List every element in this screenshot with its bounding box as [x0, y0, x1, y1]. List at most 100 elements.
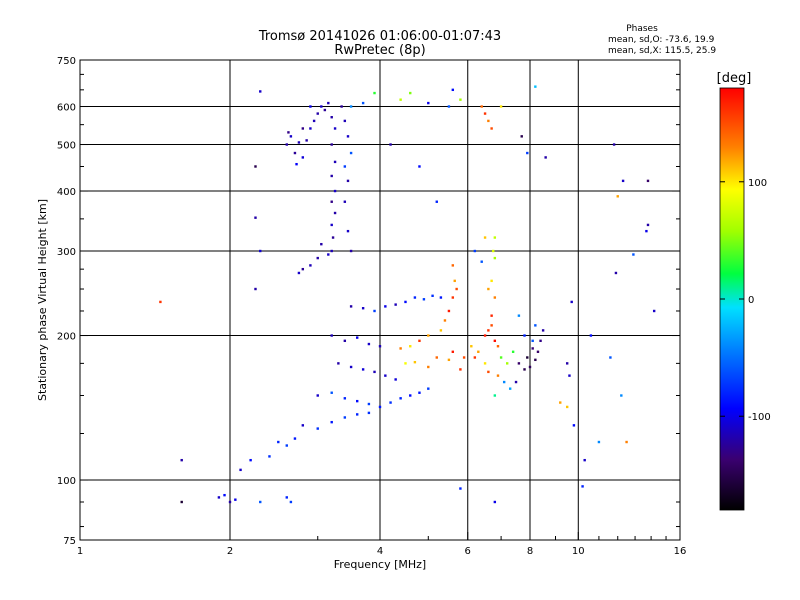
data-point [309, 105, 312, 108]
data-point [343, 119, 347, 123]
data-point [455, 287, 458, 291]
y-axis-label: Stationary phase Virtual Height [km] [36, 199, 49, 401]
data-point [389, 143, 392, 146]
data-point [490, 279, 493, 283]
data-point [480, 260, 483, 263]
data-point [493, 256, 497, 260]
data-point [534, 358, 537, 362]
data-point [394, 303, 397, 306]
data-point [431, 294, 434, 297]
data-point [287, 131, 290, 134]
data-point [614, 271, 618, 275]
data-point [451, 264, 455, 267]
y-tick-label: 600 [57, 103, 76, 114]
data-point [330, 391, 333, 394]
x-tick-label: 10 [572, 546, 585, 557]
data-point [514, 380, 518, 384]
phase-stats-x: mean, sd,X: 115.5, 25.9 [608, 46, 716, 56]
data-point [254, 165, 257, 168]
data-point [499, 105, 503, 108]
y-tick-label: 200 [57, 332, 76, 343]
data-point [367, 402, 371, 406]
data-point [309, 264, 312, 267]
data-point [320, 242, 323, 246]
data-point [531, 339, 534, 343]
data-point [409, 91, 412, 95]
data-point [427, 365, 430, 369]
data-point [394, 378, 397, 381]
x-tick-label: 2 [227, 546, 233, 557]
data-point [331, 236, 335, 239]
colorbar-label: [deg] [717, 71, 752, 86]
data-point [373, 91, 376, 95]
data-point [418, 339, 421, 343]
colorbar-tick-label: 100 [748, 178, 767, 189]
data-point [612, 143, 616, 146]
data-point [268, 455, 271, 458]
data-point [301, 156, 305, 159]
data-point [297, 141, 301, 144]
data-point [523, 368, 526, 371]
data-point [293, 151, 297, 155]
x-tick-label: 8 [527, 546, 533, 557]
data-point [487, 370, 490, 374]
data-point [616, 195, 619, 198]
data-point [483, 112, 487, 115]
phase-stats-title: Phases [626, 24, 658, 34]
data-point [346, 135, 350, 138]
data-point [477, 350, 480, 353]
plot-frame [79, 59, 681, 541]
y-tick-label: 500 [57, 141, 76, 152]
data-point [399, 98, 402, 101]
data-point [435, 356, 438, 359]
data-point [568, 374, 571, 377]
data-point [277, 440, 280, 444]
data-point [180, 458, 183, 462]
data-point [422, 298, 426, 301]
data-point [609, 356, 612, 359]
data-point [333, 160, 337, 164]
data-point [323, 108, 327, 112]
data-point [565, 362, 569, 365]
data-point [451, 88, 455, 92]
data-point [330, 249, 333, 253]
data-point [343, 200, 347, 203]
data-point [632, 253, 635, 256]
data-point [301, 127, 305, 130]
data-point [470, 345, 473, 348]
data-point [355, 413, 359, 416]
data-point [355, 399, 359, 403]
data-point [333, 189, 337, 193]
data-point [490, 324, 493, 327]
x-tick-label: 4 [377, 546, 383, 557]
y-tick-label: 75 [63, 536, 76, 547]
data-point [316, 256, 319, 260]
data-point [462, 356, 466, 359]
data-point [483, 334, 487, 337]
data-point [180, 500, 183, 504]
x-tick-label: 6 [465, 546, 471, 557]
data-point [447, 358, 451, 362]
data-point [490, 127, 493, 130]
data-point [295, 162, 298, 166]
data-point [330, 143, 333, 146]
data-point [305, 139, 308, 142]
data-point [234, 498, 237, 501]
data-point [487, 119, 490, 123]
data-point [404, 362, 407, 365]
data-point [502, 380, 506, 384]
data-point [492, 249, 495, 253]
data-point [327, 253, 330, 256]
data-point [520, 135, 523, 138]
data-point [413, 296, 417, 299]
data-point [349, 105, 353, 108]
data-point [259, 500, 262, 504]
data-point [483, 362, 487, 365]
data-point [285, 496, 288, 499]
data-point [544, 156, 547, 159]
data-point [312, 119, 316, 123]
y-tick-label: 300 [57, 247, 76, 258]
data-point [517, 314, 521, 317]
data-point [517, 362, 521, 365]
data-point [159, 300, 162, 304]
